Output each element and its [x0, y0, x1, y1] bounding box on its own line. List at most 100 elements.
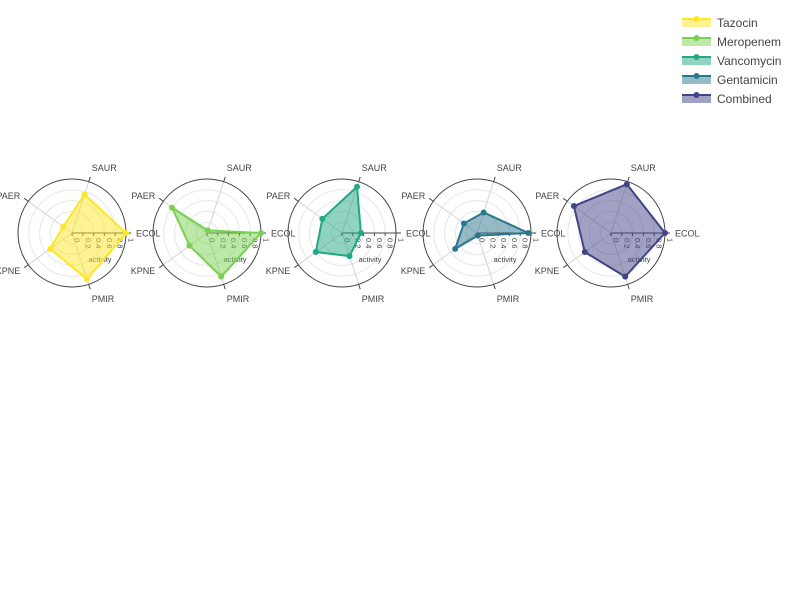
legend-item-meropenem[interactable]: Meropenem	[682, 35, 781, 49]
data-point-tazocin-kpne[interactable]	[47, 245, 54, 252]
radial-tick-label: 0.6	[510, 238, 519, 248]
theta-label-pmir: PMIR	[497, 294, 520, 304]
data-point-combined-paer[interactable]	[570, 203, 577, 210]
series-area-tazocin	[49, 193, 127, 281]
radial-tick-label: 1	[262, 238, 271, 242]
theta-tick	[223, 284, 226, 290]
legend-label: Tazocin	[717, 16, 758, 30]
data-point-gentamicin-ecol[interactable]	[525, 230, 532, 236]
radial-tick-label: 1	[127, 238, 136, 242]
radial-tick-label: 0.4	[364, 238, 373, 248]
data-point-combined-ecol[interactable]	[662, 230, 668, 236]
radial-tick-label: 0.8	[655, 238, 664, 248]
radial-tick-label: 0	[478, 238, 487, 242]
legend-swatch	[682, 57, 711, 65]
legend-marker	[693, 35, 700, 41]
theta-label-kpne: KPNE	[0, 266, 20, 276]
legend-item-combined[interactable]: Combined	[682, 92, 772, 106]
theta-label-kpne: KPNE	[266, 266, 291, 276]
radial-tick-label: 0.2	[353, 238, 362, 248]
theta-label-kpne: KPNE	[131, 266, 156, 276]
data-point-tazocin-pmir[interactable]	[84, 276, 91, 283]
radial-tick-label: 1	[532, 238, 541, 242]
theta-label-pmir: PMIR	[227, 294, 250, 304]
data-point-meropenem-saur[interactable]	[204, 227, 211, 234]
legend-item-tazocin[interactable]: Tazocin	[682, 16, 758, 30]
radar-panels: ECOLSAURPAERKPNEPMIR00.20.40.60.81activi…	[0, 163, 700, 304]
theta-tick	[428, 197, 434, 202]
data-point-gentamicin-kpne[interactable]	[452, 245, 459, 252]
data-point-vancomycin-kpne[interactable]	[312, 249, 319, 256]
legend-marker	[693, 54, 700, 60]
legend-marker	[693, 92, 700, 98]
theta-label-kpne: KPNE	[401, 266, 426, 276]
theta-label-paer: PAER	[131, 191, 155, 201]
legend: Tazocin Meropenem Vancomycin Gentamicin Comb…	[682, 16, 781, 106]
theta-tick	[562, 197, 568, 202]
theta-label-ecol: ECOL	[136, 229, 161, 239]
theta-label-ecol: ECOL	[541, 229, 566, 239]
theta-label-pmir: PMIR	[92, 294, 115, 304]
theta-label-ecol: ECOL	[406, 229, 431, 239]
theta-tick	[627, 284, 630, 290]
legend-label: Meropenem	[717, 35, 781, 49]
legend-swatch	[682, 95, 711, 103]
legend-swatch	[682, 19, 711, 27]
legend-item-gentamicin[interactable]: Gentamicin	[682, 73, 778, 87]
theta-tick	[627, 176, 630, 182]
theta-label-paer: PAER	[0, 191, 21, 201]
data-point-combined-kpne[interactable]	[581, 249, 588, 256]
radial-tick-label: 0.8	[251, 238, 260, 248]
radial-tick-label: 0.4	[499, 238, 508, 248]
theta-label-saur: SAUR	[227, 163, 253, 173]
radar-panel-combined: ECOLSAURPAERKPNEPMIR00.20.40.60.81activi…	[535, 163, 700, 304]
theta-tick	[293, 264, 299, 269]
series-area-vancomycin	[314, 185, 362, 258]
theta-label-paer: PAER	[401, 191, 425, 201]
data-point-meropenem-paer[interactable]	[169, 204, 176, 211]
data-point-meropenem-ecol[interactable]	[258, 230, 264, 236]
data-point-vancomycin-ecol[interactable]	[357, 230, 364, 236]
data-point-combined-pmir[interactable]	[622, 273, 629, 280]
data-point-gentamicin-pmir[interactable]	[474, 232, 481, 239]
spoke-line	[476, 232, 495, 285]
data-point-vancomycin-pmir[interactable]	[346, 253, 353, 260]
theta-label-saur: SAUR	[362, 163, 388, 173]
legend-item-vancomycin[interactable]: Vancomycin	[682, 54, 781, 68]
theta-label-saur: SAUR	[631, 163, 657, 173]
data-point-vancomycin-paer[interactable]	[319, 215, 326, 222]
theta-label-ecol: ECOL	[271, 229, 296, 239]
data-point-gentamicin-saur[interactable]	[480, 209, 487, 216]
theta-tick	[493, 284, 496, 290]
radar-panel-gentamicin: ECOL SAUR PAER KPNE PMIR 0 0.2 0.4 0.6 0.8 1 activi…	[401, 163, 566, 304]
radial-tick-label: 0.8	[521, 238, 530, 248]
legend-swatch	[682, 38, 711, 46]
theta-tick	[158, 264, 164, 269]
legend-label: Gentamicin	[717, 73, 778, 87]
radial-tick-label: 0.6	[375, 238, 384, 248]
theta-label-paer: PAER	[266, 191, 290, 201]
legend-label: Combined	[717, 92, 772, 106]
theta-tick	[293, 197, 299, 202]
radial-axis-title: activity	[494, 255, 517, 264]
theta-label-pmir: PMIR	[362, 294, 385, 304]
theta-tick	[88, 284, 91, 290]
data-point-tazocin-saur[interactable]	[81, 191, 88, 198]
theta-tick	[88, 176, 91, 182]
radial-tick-label: 0.2	[488, 238, 497, 248]
theta-label-ecol: ECOL	[675, 229, 700, 239]
data-point-combined-saur[interactable]	[623, 181, 630, 188]
legend-marker	[693, 16, 700, 22]
data-point-meropenem-pmir[interactable]	[218, 273, 225, 280]
theta-tick	[223, 176, 226, 182]
data-point-tazocin-ecol[interactable]	[123, 230, 129, 236]
theta-label-saur: SAUR	[497, 163, 523, 173]
data-point-gentamicin-paer[interactable]	[460, 220, 467, 227]
theta-tick	[493, 176, 496, 182]
theta-label-pmir: PMIR	[631, 294, 654, 304]
data-point-tazocin-paer[interactable]	[60, 223, 67, 230]
data-point-vancomycin-saur[interactable]	[354, 183, 361, 190]
series-area-meropenem	[171, 206, 262, 278]
radar-panel-meropenem: ECOLSAURPAERKPNEPMIR00.20.40.60.81activi…	[131, 163, 296, 304]
data-point-meropenem-kpne[interactable]	[186, 242, 193, 249]
